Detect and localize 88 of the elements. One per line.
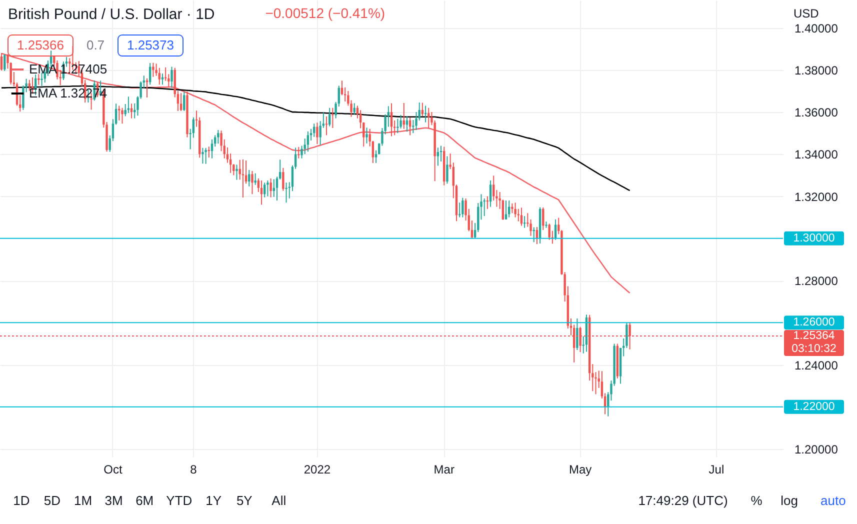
ref-line-label: 1.25364 03:10:32 [792,330,836,356]
candlestick [130,103,133,119]
candlestick [332,107,334,129]
candlestick [270,178,272,198]
annotation: 0.7 [86,38,105,52]
candlestick [514,202,516,218]
y-tick-label: 1.40000 [794,21,838,36]
candlestick [504,200,508,220]
candlestick [436,147,440,166]
candlestick [266,180,269,197]
candlestick [183,90,186,112]
candlestick [282,167,284,192]
candlestick [328,107,331,127]
candlestick [548,223,550,240]
candlestick [408,116,412,136]
candlestick [428,107,430,129]
candlestick [306,130,310,152]
ref-line-label: 1.26000 [793,316,835,329]
candlestick [217,129,220,144]
candlestick [576,318,578,351]
candlestick [316,122,318,145]
candlestick [236,164,238,180]
candlestick [210,138,214,159]
candlestick [28,79,30,92]
candlestick [285,182,288,204]
candlestick [462,197,464,218]
candlestick [158,67,160,86]
candlestick [170,66,173,88]
candlestick [520,207,523,226]
x-tick-label: May [568,462,592,476]
candlestick [254,172,256,186]
candlestick [121,107,124,124]
candlestick [396,118,399,134]
text: All [272,493,286,508]
x-tick-label: Jul [708,462,724,476]
text: 1M [74,493,92,508]
y-tick-label: 1.20000 [794,442,838,456]
ref-line-label: 1.22000 [793,400,835,413]
text: 5D [44,493,61,508]
annotation: 1.25366 [17,38,64,52]
candlestick [152,62,154,78]
text: log [780,493,798,508]
candlestick [542,206,544,230]
y-tick-label: 1.32000 [794,190,838,204]
text: auto [820,493,846,508]
candlestick [483,198,486,217]
y-tick-label: 1.36000 [794,106,838,120]
text: YTD [166,493,192,508]
candlestick [390,102,393,137]
candlestick [248,169,250,187]
candlestick [127,96,130,114]
annotation: 1.25373 [127,38,174,52]
text: 1Y [206,493,222,508]
candlestick [446,156,448,184]
candlestick [264,182,266,198]
candlestick [4,54,6,72]
text: % [750,493,763,508]
candlestick [298,146,300,159]
y-tick-label: 1.28000 [794,274,838,288]
x-tick-label: Oct [104,462,123,476]
candlestick [202,147,204,164]
y-tick-label: 1.38000 [794,63,838,78]
candlestick [204,147,207,164]
candlestick [180,92,182,112]
candlestick [0,52,3,72]
text: 17:49:29 (UTC) [638,493,728,508]
line-series [0,52,630,294]
text: 6M [136,493,154,508]
text: 1D [13,493,30,508]
y-tick-label: 1.34000 [794,148,838,162]
chart-subtitle: −0.00512 (−0.41%) [265,5,386,21]
text: 5Y [236,493,253,508]
candlestick [489,180,492,208]
y-axis-title: USD [794,6,820,20]
ref-line-label: 1.30000 [793,232,835,244]
candlestick [400,114,402,129]
candlestick [251,170,254,195]
candlestick [554,218,557,240]
x-tick-label: Mar [434,462,454,476]
candlestick [38,74,40,86]
x-tick-label: 8 [190,462,198,476]
x-tick-label: 2022 [304,462,331,476]
candlestick [118,105,120,121]
chart-title: British Pound / U.S. Dollar · 1D [8,6,215,23]
text: 3M [104,493,123,508]
candlestick [511,202,514,214]
candlestick [366,127,368,144]
y-tick-label: 1.24000 [794,358,838,372]
